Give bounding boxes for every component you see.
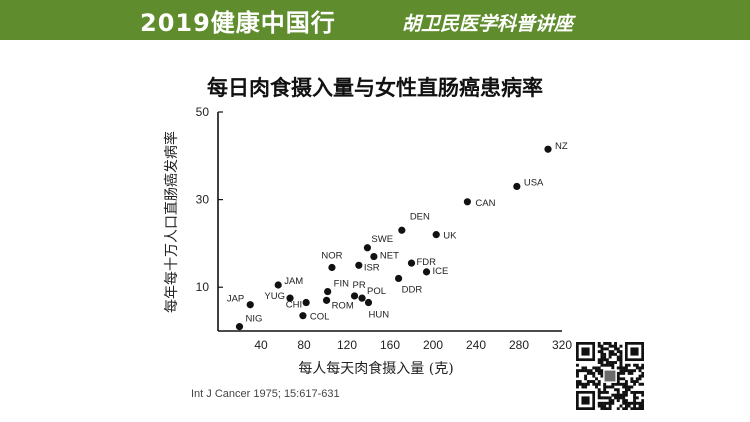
data-point-label: PR [353, 280, 366, 291]
y-tick-label: 10 [196, 280, 210, 294]
data-point-label: FDR [417, 257, 437, 268]
data-point-label: CHI [286, 300, 302, 311]
data-point-label: COL [310, 312, 330, 323]
data-point-label: UK [443, 231, 457, 242]
x-tick-label: 280 [509, 338, 529, 352]
data-point-label: NOR [321, 250, 342, 261]
data-point [513, 182, 521, 191]
x-tick-label: 200 [423, 338, 443, 352]
x-tick-label: 40 [254, 338, 268, 352]
chart-ticks: 40 80 120 160 200 240 280 320 10 30 50 [196, 105, 573, 352]
data-point [364, 298, 373, 307]
banner-title: 2019健康中国行 [140, 9, 336, 37]
data-point [363, 244, 372, 252]
chart-title: 每日肉食摄入量与女性直肠癌患病率 [207, 76, 543, 100]
citation: Int J Cancer 1975; 15:617-631 [191, 388, 340, 400]
qr-code-icon[interactable] [576, 342, 644, 410]
data-point [322, 296, 331, 304]
data-point [398, 226, 406, 234]
data-point [395, 274, 403, 283]
data-point [350, 292, 359, 300]
data-point-label: NET [380, 251, 399, 262]
header-banner: 2019健康中国行 胡卫民医学科普讲座 [0, 0, 750, 40]
data-point-label: SWE [371, 234, 393, 245]
data-point-label: HUN [369, 310, 390, 321]
y-tick-label: 50 [196, 105, 210, 119]
data-point [370, 252, 378, 261]
chart-axes [217, 112, 562, 332]
data-point [274, 281, 282, 289]
data-point-label: USA [524, 177, 544, 188]
data-point-label: FIN [334, 279, 349, 290]
data-point [544, 145, 552, 153]
data-point [328, 263, 336, 272]
data-point [463, 198, 471, 206]
data-point-label: NIG [246, 314, 263, 325]
data-point [246, 301, 254, 309]
data-point-label: NZ [555, 141, 568, 152]
x-tick-label: 120 [337, 338, 357, 352]
data-point-label: JAM [284, 276, 303, 287]
y-axis-label: 每年每十万人口直肠癌发病率 [163, 131, 180, 313]
data-point [302, 298, 310, 307]
data-point-label: ISR [364, 262, 380, 273]
x-tick-label: 240 [466, 338, 486, 352]
data-point [358, 294, 366, 302]
data-point [286, 294, 294, 302]
data-point [407, 259, 416, 267]
data-point-label: ICE [433, 266, 449, 277]
data-point [235, 323, 244, 331]
x-axis-label: 每人每天肉食摄入量 (克) [298, 360, 453, 377]
data-point-label: DEN [410, 211, 430, 222]
data-point-label: JAP [227, 294, 244, 305]
x-tick-label: 160 [380, 338, 400, 352]
data-point-label: POL [367, 286, 386, 297]
data-point [432, 231, 440, 239]
banner-subtitle: 胡卫民医学科普讲座 [402, 13, 574, 35]
x-tick-label: 320 [552, 338, 572, 352]
data-point [355, 261, 363, 269]
data-point-label: YUG [264, 291, 285, 302]
y-tick-label: 30 [196, 193, 210, 207]
data-point-label: ROM [332, 300, 354, 311]
data-point-label: DDR [402, 284, 423, 295]
data-point [324, 287, 332, 296]
data-point-label: CAN [475, 198, 495, 209]
x-tick-label: 80 [297, 338, 311, 352]
data-point [422, 268, 431, 276]
data-point [299, 312, 307, 320]
